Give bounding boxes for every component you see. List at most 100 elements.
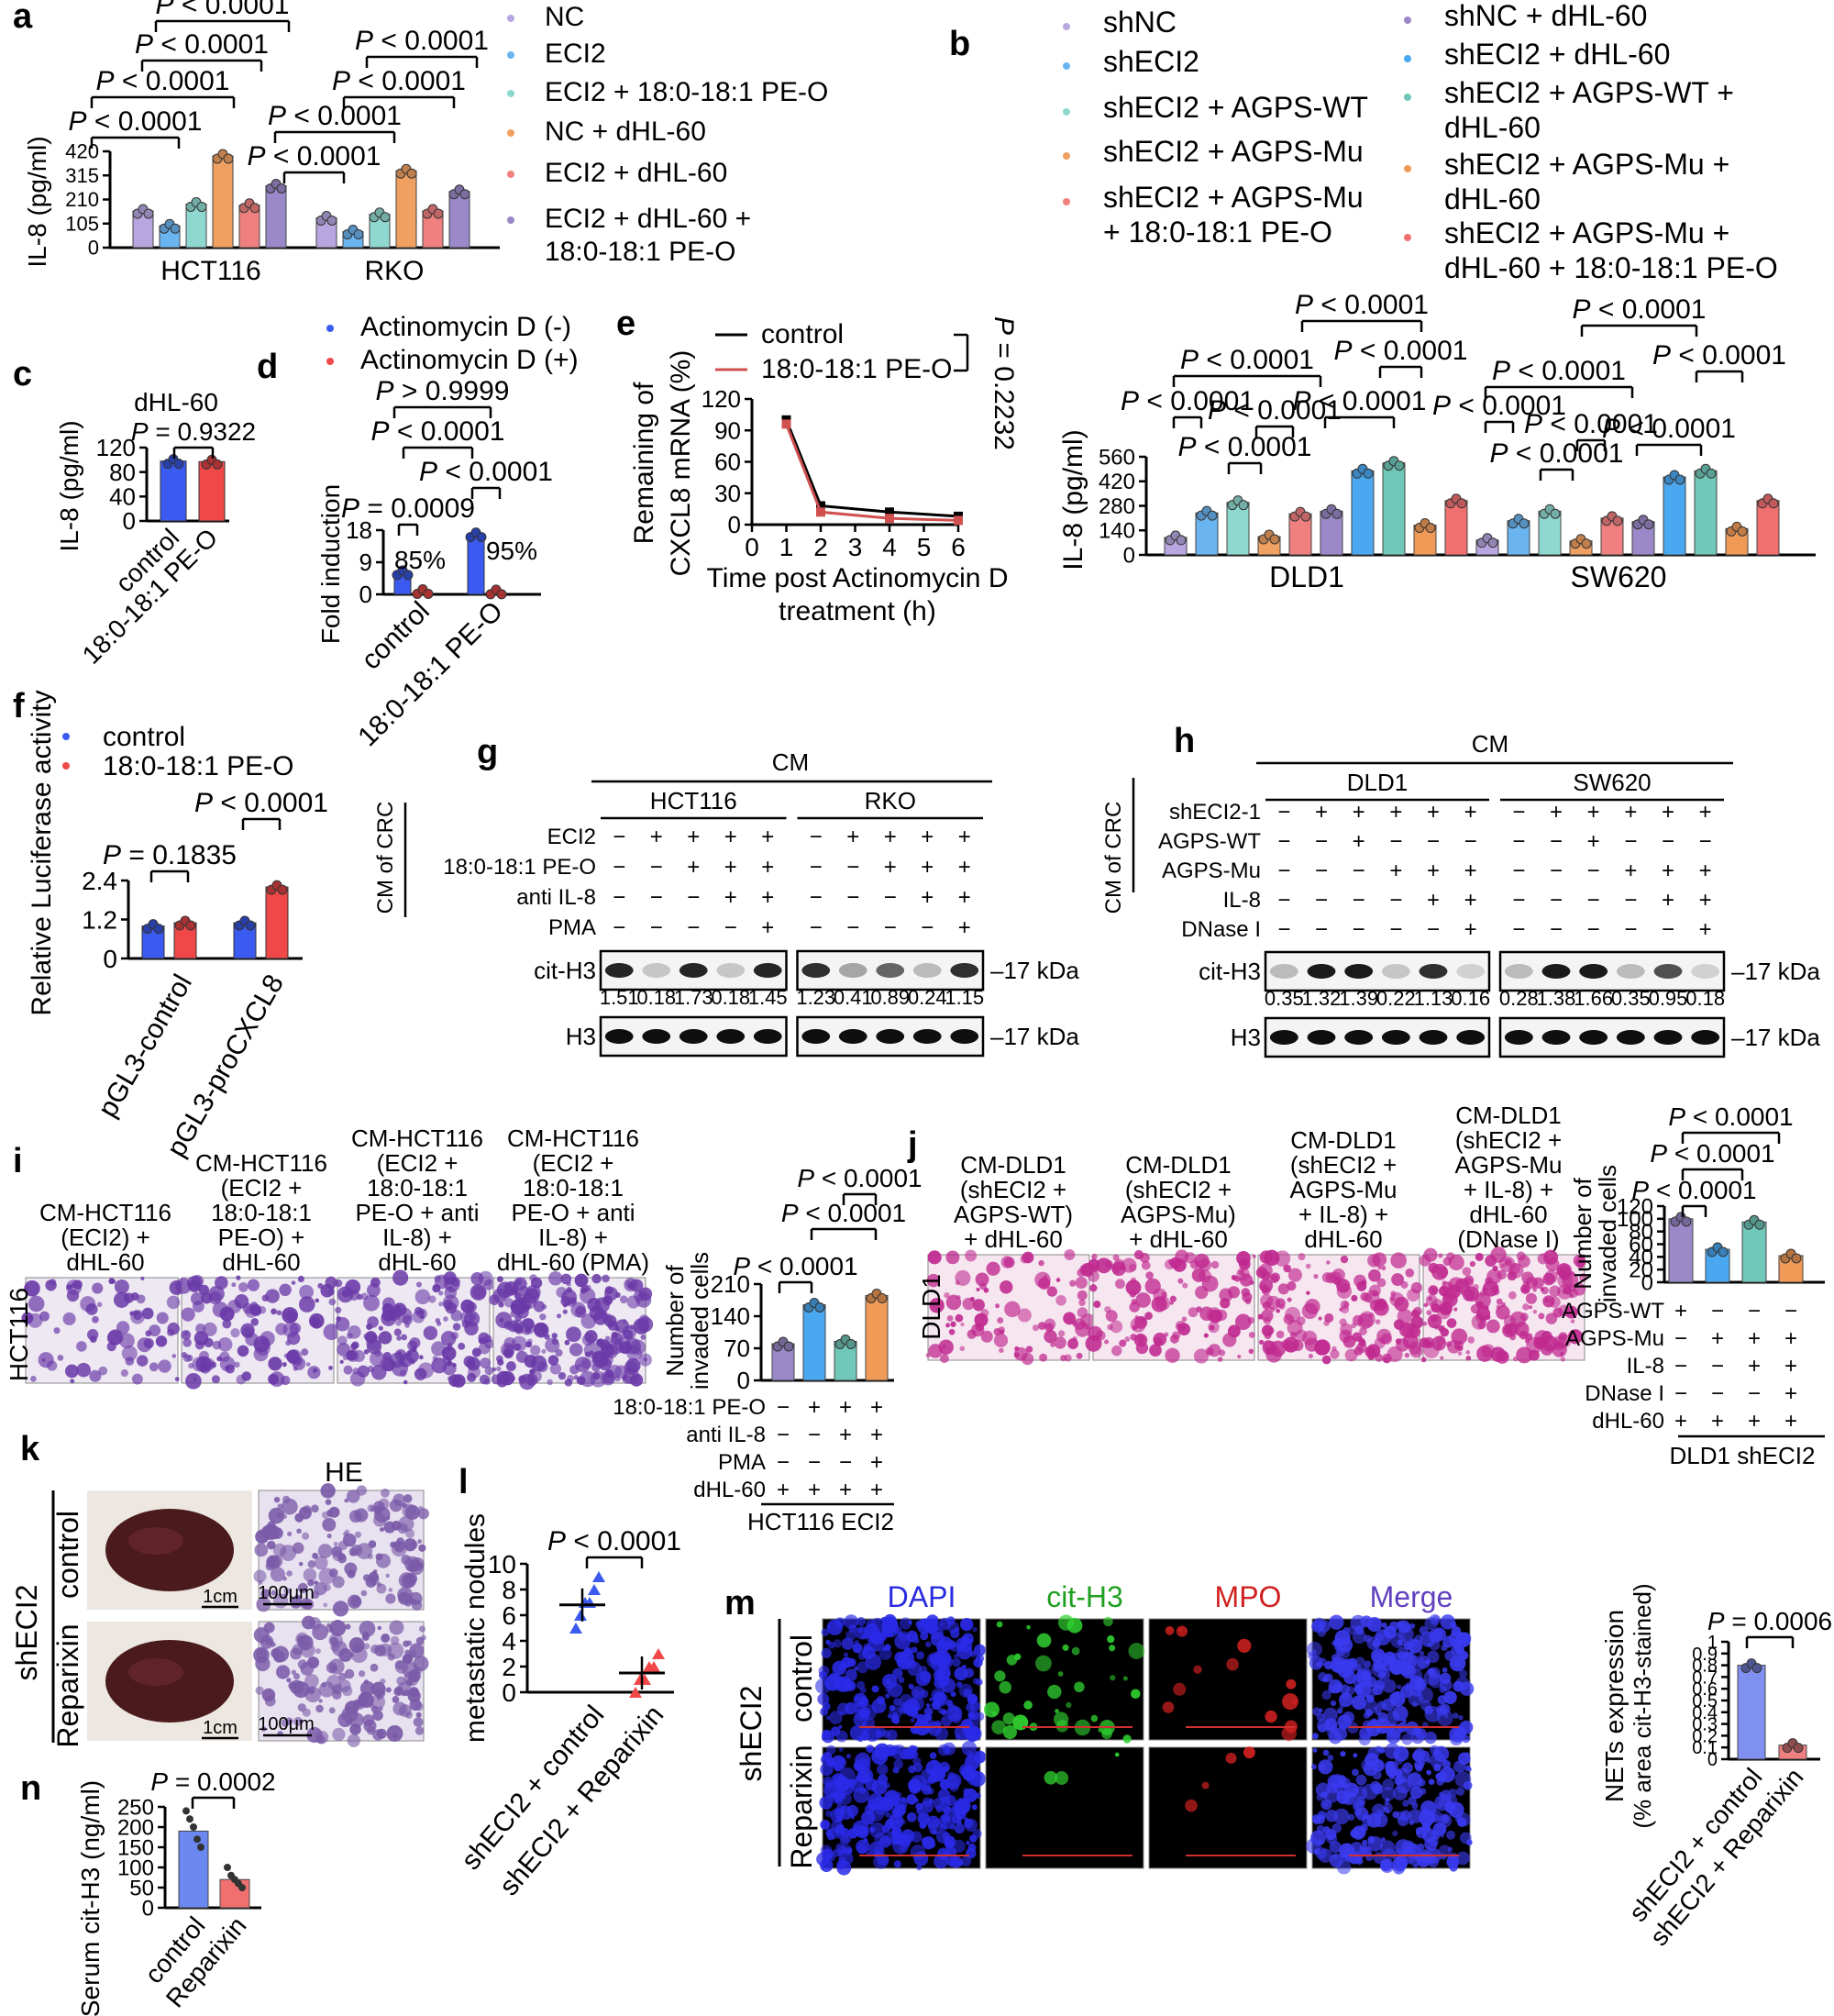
- panel-i-cell: [584, 1284, 591, 1291]
- panel-m-cell: [1424, 1731, 1437, 1745]
- panel-m-cell: [893, 1860, 901, 1868]
- panel-m-cell: [999, 1680, 1011, 1694]
- panel-i-cell: [492, 1288, 508, 1303]
- panel-j-cell: [1339, 1329, 1353, 1343]
- panel-m-cell: [996, 1621, 1003, 1628]
- panel-m-cell: [1426, 1845, 1431, 1851]
- panel-h-band: [1504, 964, 1533, 979]
- panel-j-cell: [1419, 1254, 1431, 1267]
- panel-k-he-cell: [369, 1702, 375, 1709]
- panel-i-cell: [282, 1322, 299, 1338]
- panel-i-point: [877, 1293, 888, 1303]
- panel-j-cell: [955, 1313, 964, 1323]
- panel-m-cell: [912, 1637, 920, 1644]
- panel-j-cell: [1390, 1252, 1407, 1269]
- panel-m-cell: [899, 1631, 909, 1642]
- panel-j-cell: [1426, 1310, 1432, 1316]
- panel-m-cell: [1323, 1788, 1340, 1803]
- panel-j-cell: [1330, 1349, 1340, 1359]
- panel-i-caption: dHL-60: [222, 1248, 300, 1276]
- panel-b-legend-label: shECI2 + AGPS-Mu: [1103, 135, 1364, 168]
- panel-m-cell: [994, 1670, 1006, 1682]
- panel-b-bracket-label: P < 0.0001: [1208, 395, 1342, 426]
- panel-a-point: [353, 229, 364, 239]
- panel-d-bracket-label: P > 0.9999: [376, 376, 510, 406]
- panel-k-he-cell: [338, 1647, 353, 1662]
- panel-j-cell: [1201, 1275, 1219, 1292]
- panel-j-cell: [1264, 1332, 1272, 1340]
- panel-k-he-cell: [270, 1567, 285, 1582]
- panel-m-cell: [824, 1810, 833, 1818]
- panel-j-cell: [1465, 1355, 1472, 1361]
- panel-j-cell: [1276, 1308, 1281, 1313]
- panel-m-cell: [1388, 1729, 1393, 1734]
- panel-i-cell: [378, 1325, 383, 1331]
- panel-k-he-cell: [413, 1717, 424, 1727]
- panel-i-cell: [602, 1313, 613, 1324]
- panel-m-cell: [952, 1814, 962, 1824]
- panel-g-mark: −: [613, 885, 625, 910]
- panel-g-band: [950, 1029, 979, 1044]
- panel-i-cell: [339, 1359, 344, 1364]
- panel-i-cell: [276, 1310, 282, 1316]
- panel-j-cell: [1482, 1287, 1488, 1293]
- panel-e-point: [885, 514, 894, 524]
- panel-j-cell: [975, 1272, 989, 1287]
- panel-j-caption: dHL-60: [1469, 1201, 1547, 1228]
- panel-i-cell: [622, 1375, 628, 1381]
- panel-k-he-cell: [404, 1711, 413, 1719]
- panel-m-cell: [1101, 1728, 1112, 1740]
- panel-i-y-tick-label: 140: [711, 1302, 750, 1330]
- panel-k-he-cell: [383, 1521, 396, 1534]
- panel-i-condition-mark: +: [870, 1450, 883, 1475]
- panel-k-he-cell: [396, 1676, 406, 1686]
- panel-m-cell: [869, 1826, 876, 1833]
- panel-m-cell: [876, 1853, 889, 1866]
- panel-k-he-cell: [377, 1625, 382, 1631]
- panel-m-cell: [898, 1651, 915, 1668]
- panel-g-band: [876, 1029, 905, 1044]
- panel-i-condition-mark: +: [808, 1395, 821, 1420]
- panel-g-mark: −: [613, 855, 625, 880]
- panel-i-cell: [498, 1302, 504, 1308]
- panel-j-cell: [1496, 1305, 1510, 1320]
- panel-d-legend-label: Actinomycin D (-): [360, 312, 571, 342]
- panel-m-cell: [1376, 1700, 1387, 1711]
- panel-k-he-cell: [344, 1562, 358, 1576]
- panel-j-cell: [1234, 1313, 1252, 1331]
- panel-m-cell: [969, 1834, 978, 1843]
- panel-l-y-tick-label: 2: [502, 1653, 516, 1681]
- panel-j-cell: [1252, 1254, 1256, 1258]
- panel-h-mark: −: [1315, 917, 1328, 942]
- panel-d-point: [476, 532, 487, 543]
- panel-b-point: [1425, 523, 1436, 534]
- panel-i-cell: [495, 1312, 513, 1329]
- panel-m-cell: [1428, 1836, 1439, 1847]
- panel-j-cell: [1037, 1322, 1046, 1330]
- panel-g-mark: −: [687, 915, 700, 940]
- panel-j-cell: [986, 1261, 1000, 1276]
- panel-i-cell: [171, 1354, 176, 1358]
- panel-i-cell: [480, 1357, 492, 1369]
- panel-m-cell: [949, 1823, 956, 1831]
- panel-m-cell: [1107, 1635, 1115, 1644]
- panel-g-quant-value: 0.89: [870, 986, 910, 1009]
- panel-k-he-cell: [317, 1544, 333, 1558]
- panel-a-bar: [448, 191, 470, 249]
- panel-i-cell: [166, 1295, 181, 1310]
- panel-m-cell: [1103, 1616, 1113, 1627]
- panel-i-caption: 18:0-18:1: [523, 1174, 624, 1202]
- panel-k-he-cell: [326, 1534, 332, 1539]
- panel-m-cell: [906, 1837, 911, 1843]
- panel-m-cell: [1400, 1665, 1406, 1670]
- panel-b-legend-label: shECI2 + AGPS-Mu: [1103, 181, 1364, 214]
- panel-j-caption: CM-DLD1: [1455, 1102, 1562, 1129]
- panel-h-band: [1653, 1030, 1683, 1045]
- panel-m-cell: [1370, 1687, 1378, 1696]
- panel-m-y-tick-label: 0.2: [1692, 1726, 1718, 1746]
- panel-b-legend-label: shNC: [1103, 6, 1177, 39]
- panel-e-y-tick-label: 120: [702, 385, 741, 413]
- panel-k-he-cell: [329, 1620, 347, 1636]
- panel-i-side-label: HCT116: [5, 1288, 33, 1381]
- panel-i-cell: [315, 1298, 320, 1303]
